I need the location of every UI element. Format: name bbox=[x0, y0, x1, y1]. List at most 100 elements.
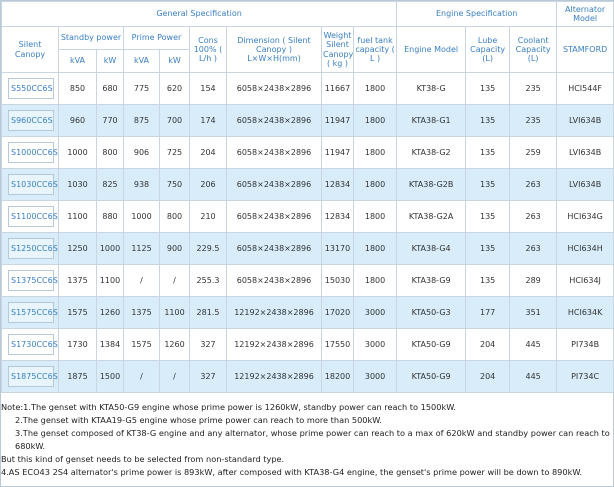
column-header: STAMFORD bbox=[556, 26, 614, 73]
table-cell: HCI634H bbox=[556, 232, 614, 265]
table-cell: 1575 bbox=[58, 296, 97, 329]
model-name: S1875CC6S bbox=[8, 365, 58, 388]
model-name: S1375CC6S bbox=[8, 269, 58, 292]
column-header: Standby power bbox=[58, 26, 124, 50]
table-cell: 235 bbox=[509, 72, 558, 105]
column-header: Cons 100% ( L/h ) bbox=[189, 26, 227, 73]
table-cell: KTA38-G1 bbox=[396, 104, 467, 137]
table-cell: KTA38-G2A bbox=[396, 200, 467, 233]
table-cell: 12834 bbox=[321, 200, 354, 233]
table-cell: 1000 bbox=[96, 232, 124, 265]
table-cell: 1375 bbox=[123, 296, 160, 329]
table-row: S1100CC6S 1100 880 1000 800 210 6058×2438×2896… bbox=[1, 200, 614, 233]
sub-header: kW bbox=[96, 49, 124, 73]
table-cell: 1260 bbox=[159, 328, 190, 361]
table-cell: 875 bbox=[123, 104, 160, 137]
notes: Note:1.The genset with KTA50-G9 engine w… bbox=[1, 401, 613, 479]
table-cell: 1575 bbox=[123, 328, 160, 361]
table-cell: 750 bbox=[159, 168, 190, 201]
sub-header: kW bbox=[159, 49, 190, 73]
table-cell: / bbox=[123, 360, 160, 393]
model-cell: S1030CC6S bbox=[1, 168, 59, 201]
table-cell: 1800 bbox=[352, 200, 398, 233]
table-cell: 289 bbox=[509, 264, 558, 297]
sub-header: kVA bbox=[123, 49, 160, 73]
table-cell: 1250 bbox=[58, 232, 97, 265]
table-cell: 850 bbox=[58, 72, 97, 105]
table-cell: 327 bbox=[189, 360, 227, 393]
model-name: S960CC6S bbox=[8, 109, 54, 132]
model-name: S1730CC6S bbox=[8, 333, 58, 356]
model-name: S1575CC6S bbox=[8, 301, 58, 324]
table-cell: 135 bbox=[465, 72, 511, 105]
sub-header: kVA bbox=[58, 49, 97, 73]
table-row: S1875CC6S 1875 1500//327 12192×2438×2896 182… bbox=[1, 360, 614, 393]
table-cell: 1375 bbox=[58, 264, 97, 297]
table-cell: 3000 bbox=[352, 360, 398, 393]
table-cell: 1800 bbox=[352, 136, 398, 169]
table-cell: 1000 bbox=[58, 136, 97, 169]
table-cell: 255.3 bbox=[189, 264, 227, 297]
table-cell: 1100 bbox=[159, 296, 190, 329]
model-cell: S1730CC6S bbox=[1, 328, 59, 361]
table-cell: KTA38-G4 bbox=[396, 232, 467, 265]
table-cell: 11947 bbox=[321, 136, 354, 169]
model-name: S1100CC6S bbox=[8, 205, 58, 228]
table-cell: 1100 bbox=[58, 200, 97, 233]
table-cell: 900 bbox=[159, 232, 190, 265]
table-cell: 259 bbox=[509, 136, 558, 169]
table-cell: HCI634K bbox=[556, 296, 614, 329]
table-cell: PI734C bbox=[556, 360, 614, 393]
table-cell: 17020 bbox=[321, 296, 354, 329]
table-cell: 204 bbox=[465, 360, 511, 393]
table-cell: 880 bbox=[96, 200, 124, 233]
table-cell: 700 bbox=[159, 104, 190, 137]
table-cell: 1500 bbox=[96, 360, 124, 393]
table-cell: 445 bbox=[509, 360, 558, 393]
table-cell: / bbox=[159, 360, 190, 393]
table-cell: 620 bbox=[159, 72, 190, 105]
table-cell: 800 bbox=[159, 200, 190, 233]
table-row: S1250CC6S 1250 1000 1125 900 229.5 6058×2438×2… bbox=[1, 232, 614, 265]
note-line: But this kind of genset needs to be sele… bbox=[1, 454, 285, 464]
table-cell: HCI544F bbox=[556, 72, 614, 105]
table-cell: 6058×2438×2896 bbox=[226, 232, 322, 265]
table-cell: 1730 bbox=[58, 328, 97, 361]
spec-table: General Specification Engine Specificati… bbox=[0, 1, 614, 393]
table-cell: 135 bbox=[465, 104, 511, 137]
table-cell: 235 bbox=[509, 104, 558, 137]
table-cell: 12192×2438×2896 bbox=[226, 360, 322, 393]
table-body: S550CC6S 850 680 775 620 154 6058×2438×2896 116… bbox=[1, 72, 614, 393]
column-header: Prime Power bbox=[123, 26, 190, 50]
table-cell: 1800 bbox=[352, 232, 398, 265]
table-cell: 154 bbox=[189, 72, 227, 105]
model-name: S550CC6S bbox=[8, 77, 54, 100]
table-cell: 281.5 bbox=[189, 296, 227, 329]
table-cell: / bbox=[123, 264, 160, 297]
table-cell: 210 bbox=[189, 200, 227, 233]
table-cell: 135 bbox=[465, 200, 511, 233]
column-header: Lube Capacity (L) bbox=[465, 26, 511, 73]
table-cell: 1260 bbox=[96, 296, 124, 329]
table-cell: 1875 bbox=[58, 360, 97, 393]
table-cell: 135 bbox=[465, 136, 511, 169]
table-cell: 1384 bbox=[96, 328, 124, 361]
column-header: Coolant Capacity (L) bbox=[509, 26, 558, 73]
table-cell: 1030 bbox=[58, 168, 97, 201]
table-cell: 12192×2438×2896 bbox=[226, 328, 322, 361]
model-cell: S550CC6S bbox=[1, 72, 59, 105]
table-cell: 725 bbox=[159, 136, 190, 169]
table-cell: 13170 bbox=[321, 232, 354, 265]
table-cell: 135 bbox=[465, 232, 511, 265]
column-header: Weight Silent Canopy ( kg ) bbox=[321, 26, 354, 73]
table-row: S1000CC6S 1000 800 906 725 204 6058×2438×2896 1… bbox=[1, 136, 614, 169]
table-cell: 6058×2438×2896 bbox=[226, 200, 322, 233]
model-name: S1250CC6S bbox=[8, 237, 58, 260]
table-cell: KTA50-G3 bbox=[396, 296, 467, 329]
table-cell: 135 bbox=[465, 264, 511, 297]
group-header: General Specification bbox=[0, 1, 398, 27]
table-row: S1375CC6S 1375 1100//255.3 6058×2438×2896 15… bbox=[1, 264, 614, 297]
table-cell: 3000 bbox=[352, 296, 398, 329]
table-cell: 1000 bbox=[123, 200, 160, 233]
table-row: S1575CC6S 1575 1260 1375 1100 281.5 12192×2438… bbox=[1, 296, 614, 329]
